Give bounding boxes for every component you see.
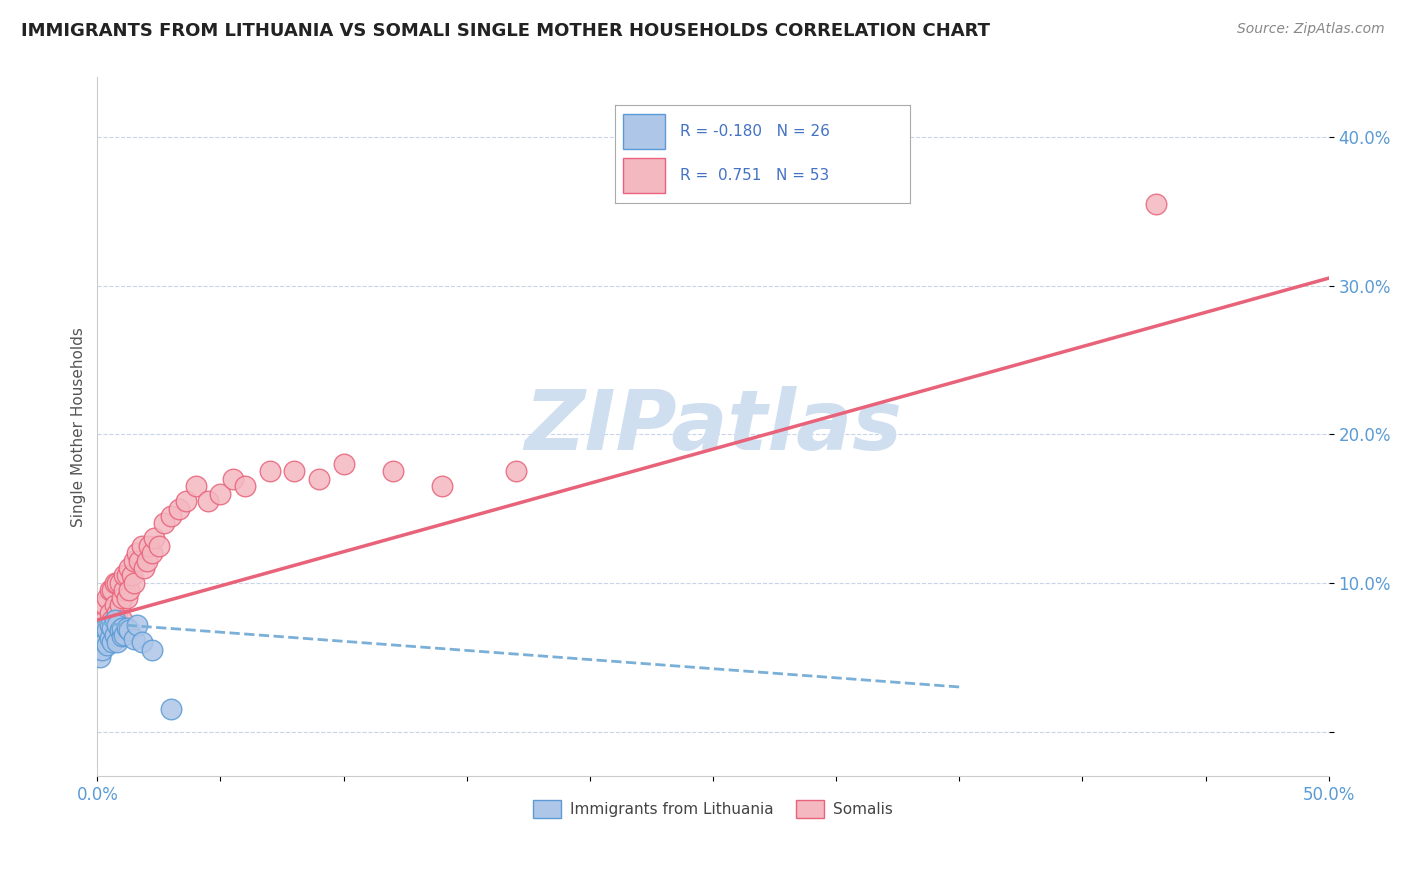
Point: [91, 628, 114, 642]
Point: [131, 539, 153, 553]
Point: [101, 583, 124, 598]
Point: [101, 613, 124, 627]
Point: [114, 568, 136, 582]
Point: [160, 508, 183, 523]
Point: [233, 479, 256, 493]
Point: [118, 583, 141, 598]
Point: [209, 486, 232, 500]
Point: [121, 568, 143, 582]
Point: [143, 531, 166, 545]
Point: [105, 635, 128, 649]
Point: [93, 598, 115, 612]
Point: [108, 624, 131, 638]
Point: [108, 598, 131, 612]
Point: [89, 650, 111, 665]
Text: Source: ZipAtlas.com: Source: ZipAtlas.com: [1237, 22, 1385, 37]
Point: [141, 546, 163, 560]
Point: [93, 613, 115, 627]
Y-axis label: Single Mother Households: Single Mother Households: [72, 326, 86, 527]
Point: [332, 457, 354, 471]
Point: [104, 613, 127, 627]
Point: [111, 629, 134, 643]
Point: [174, 494, 197, 508]
Point: [91, 642, 114, 657]
Point: [141, 642, 163, 657]
Point: [160, 702, 183, 716]
Point: [184, 479, 207, 493]
Point: [101, 620, 124, 634]
Point: [98, 617, 121, 632]
Point: [104, 575, 127, 590]
Point: [131, 635, 153, 649]
Point: [101, 635, 124, 649]
Point: [105, 617, 128, 632]
Point: [125, 546, 148, 560]
Point: [114, 583, 136, 598]
Point: [124, 632, 146, 647]
Point: [135, 553, 157, 567]
Point: [505, 464, 527, 478]
Point: [118, 624, 141, 638]
Point: [283, 464, 305, 478]
Point: [108, 575, 131, 590]
Point: [134, 561, 156, 575]
Point: [98, 606, 121, 620]
Point: [111, 591, 134, 605]
Point: [259, 464, 281, 478]
Point: [114, 628, 136, 642]
Point: [104, 598, 127, 612]
Point: [222, 472, 245, 486]
Point: [128, 553, 150, 567]
Point: [98, 583, 121, 598]
Point: [153, 516, 176, 531]
Point: [430, 479, 453, 493]
Point: [89, 620, 111, 634]
Point: [167, 501, 190, 516]
Point: [91, 628, 114, 642]
Point: [115, 620, 138, 634]
Point: [98, 631, 121, 645]
Point: [111, 620, 134, 634]
Point: [148, 539, 170, 553]
Text: ZIPatlas: ZIPatlas: [524, 386, 903, 467]
Point: [381, 464, 404, 478]
Point: [124, 575, 146, 590]
Point: [104, 628, 127, 642]
Point: [118, 561, 141, 575]
Point: [105, 575, 128, 590]
Point: [115, 591, 138, 605]
Legend: Immigrants from Lithuania, Somalis: Immigrants from Lithuania, Somalis: [527, 794, 898, 824]
Point: [93, 620, 115, 634]
Text: IMMIGRANTS FROM LITHUANIA VS SOMALI SINGLE MOTHER HOUSEHOLDS CORRELATION CHART: IMMIGRANTS FROM LITHUANIA VS SOMALI SING…: [21, 22, 990, 40]
Point: [96, 638, 118, 652]
Point: [115, 568, 138, 582]
Point: [125, 617, 148, 632]
Point: [96, 591, 118, 605]
Point: [124, 553, 146, 567]
Point: [96, 624, 118, 638]
Point: [96, 620, 118, 634]
Point: [308, 472, 330, 486]
Point: [138, 539, 160, 553]
Point: [93, 635, 115, 649]
Point: [105, 606, 128, 620]
Point: [197, 494, 219, 508]
Point: [111, 613, 134, 627]
Point: [1144, 196, 1167, 211]
